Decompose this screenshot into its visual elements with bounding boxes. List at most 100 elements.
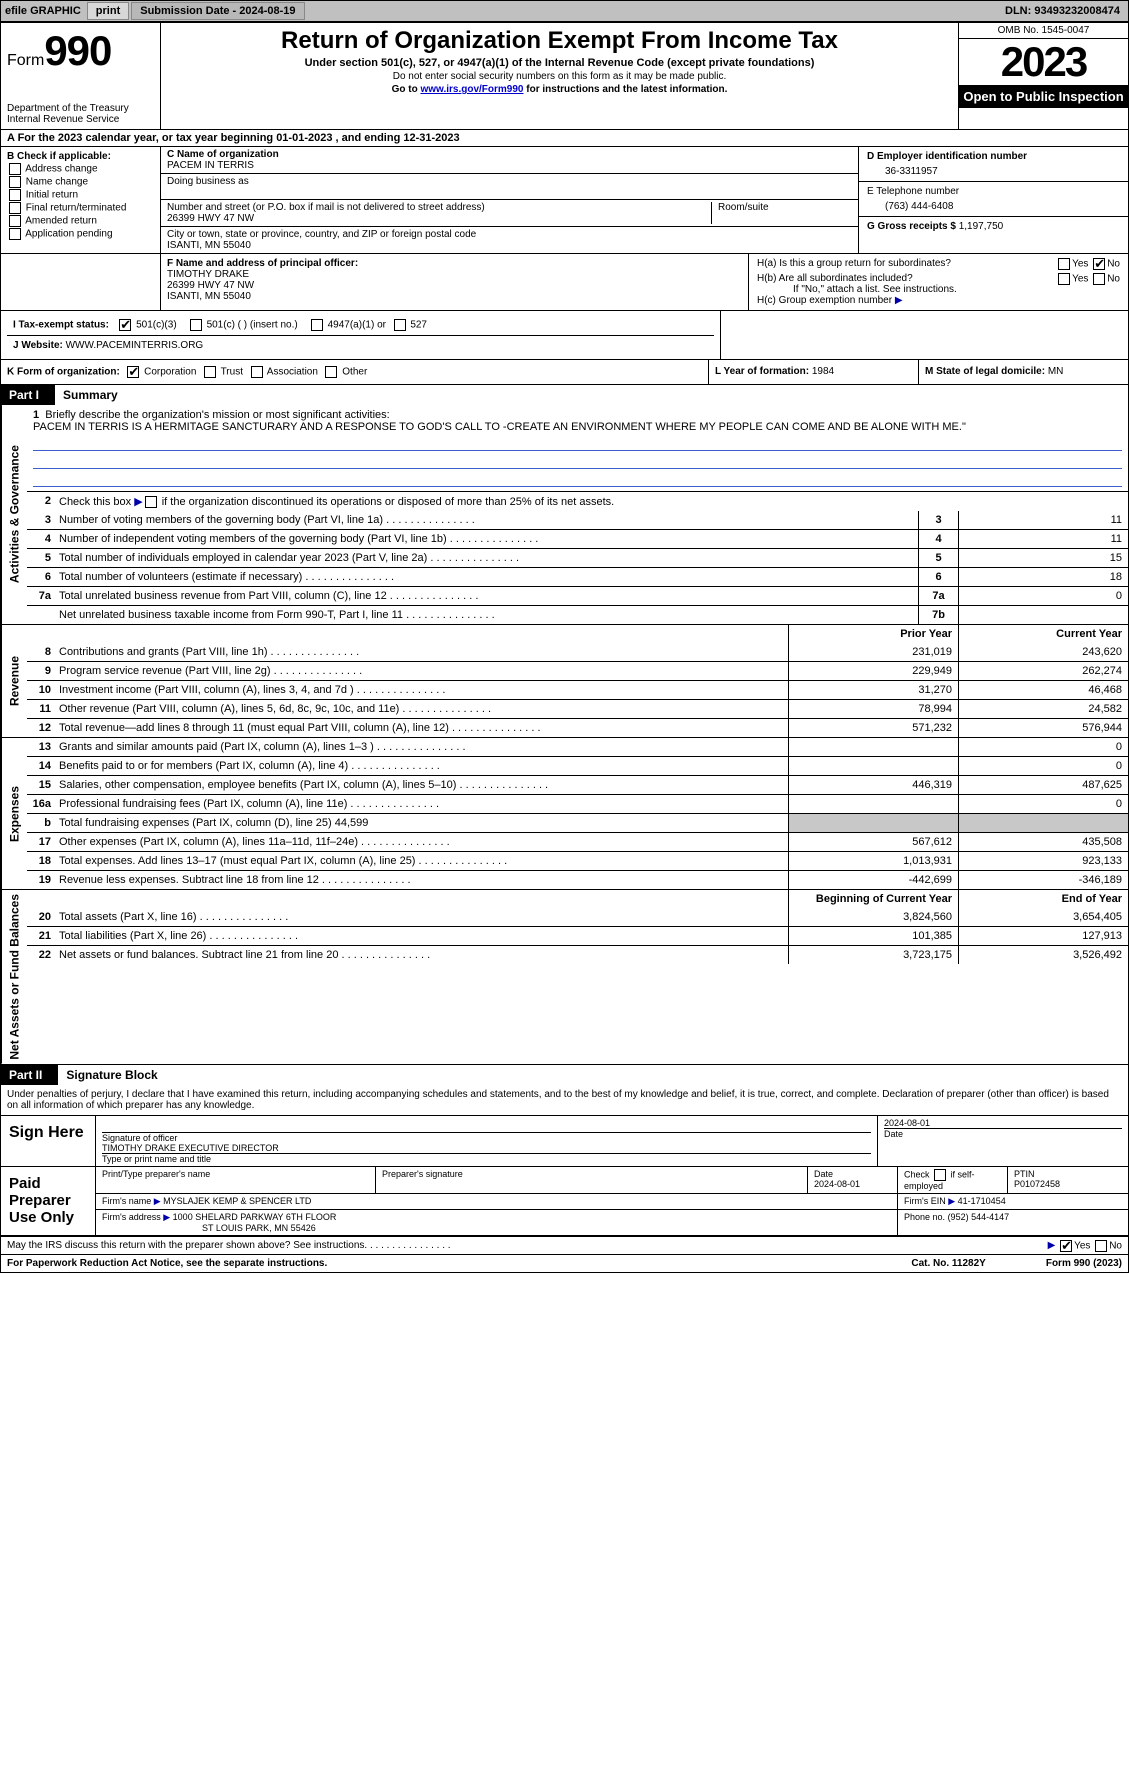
preparer-row: Paid Preparer Use Only Print/Type prepar… [1,1167,1128,1236]
no-label: No [1107,259,1120,270]
line-desc: Contributions and grants (Part VIII, lin… [55,643,788,661]
line-desc: Total assets (Part X, line 16) [55,908,788,926]
firm-ein-label: Firm's EIN [904,1196,948,1206]
h-c: H(c) Group exemption number ▶ [757,295,1120,306]
part-number: Part I [9,388,55,402]
checkbox-icon[interactable] [9,215,21,227]
ein-cell: D Employer identification number 36-3311… [859,147,1128,182]
print-button[interactable]: print [87,2,129,20]
firm-ein: 41-1710454 [958,1196,1006,1206]
checkbox-icon[interactable] [9,163,21,175]
line-num: 21 [27,927,55,945]
note2-pre: Go to [392,84,421,95]
checkbox-icon[interactable] [394,319,406,331]
checkbox-icon[interactable] [190,319,202,331]
check-final-return[interactable]: Final return/terminated [7,202,154,214]
sign-here-label: Sign Here [1,1116,96,1166]
firm-addr2: ST LOUIS PARK, MN 55426 [102,1223,316,1233]
current-value: 3,654,405 [958,908,1128,926]
check-address-change[interactable]: Address change [7,163,154,175]
form-org-label: K Form of organization: [7,367,120,378]
line-num: 8 [27,643,55,661]
line-value: 11 [958,530,1128,548]
checkbox-icon[interactable] [1060,1240,1072,1252]
checkbox-icon[interactable] [325,366,337,378]
top-toolbar: efile GRAPHIC print Submission Date - 20… [0,0,1129,22]
sign-here-row: Sign Here Signature of officer TIMOTHY D… [1,1116,1128,1167]
check-application-pending[interactable]: Application pending [7,228,154,240]
checkbox-icon[interactable] [9,176,21,188]
sig-label: Signature of officer [102,1132,871,1143]
check-name-change[interactable]: Name change [7,176,154,188]
officer-sig: Signature of officer TIMOTHY DRAKE EXECU… [96,1116,878,1166]
checkbox-icon[interactable] [145,496,157,508]
prior-value: 571,232 [788,719,958,737]
city-label: City or town, state or province, country… [167,229,852,240]
line-desc: Total number of volunteers (estimate if … [55,568,918,586]
tax-status-label: I Tax-exempt status: [13,320,109,331]
checkbox-icon[interactable] [1058,258,1070,270]
irs-link[interactable]: www.irs.gov/Form990 [420,84,523,95]
firm-phone-cell: Phone no. (952) 544-4147 [898,1210,1128,1235]
officer-name: TIMOTHY DRAKE [167,269,742,280]
gov-section: Activities & Governance 1 Briefly descri… [1,405,1128,625]
check-amended[interactable]: Amended return [7,215,154,227]
checkbox-icon[interactable] [204,366,216,378]
check-label: Initial return [26,190,78,201]
arrow-icon: ▶ [948,1196,955,1207]
discuss-row: May the IRS discuss this return with the… [1,1236,1128,1254]
firm-phone-label: Phone no. [904,1212,945,1222]
prior-value: -442,699 [788,871,958,889]
checkbox-icon[interactable] [311,319,323,331]
line-box: 7b [918,606,958,624]
underline [33,453,1122,469]
prior-value: 101,385 [788,927,958,945]
check-label: Amended return [25,216,97,227]
line-desc: Total unrelated business revenue from Pa… [55,587,918,605]
line-num: 15 [27,776,55,794]
footer-mid: Cat. No. 11282Y [911,1258,985,1269]
row-a-tax-year: A For the 2023 calendar year, or tax yea… [1,130,1128,147]
prior-value: 231,019 [788,643,958,661]
yes-label: Yes [1074,1240,1090,1251]
line-num: 9 [27,662,55,680]
website-label: J Website: [13,340,66,351]
blank [55,890,788,908]
room-label: Room/suite [712,202,852,224]
checkbox-icon[interactable] [1093,258,1105,270]
checkbox-icon[interactable] [251,366,263,378]
net-section: Net Assets or Fund Balances Beginning of… [1,890,1128,1065]
checkbox-icon[interactable] [119,319,131,331]
section-b-label: B Check if applicable: [7,151,154,162]
checkbox-icon[interactable] [1095,1240,1107,1252]
line-num: 13 [27,738,55,756]
check-initial-return[interactable]: Initial return [7,189,154,201]
name-label: Type or print name and title [102,1153,871,1164]
checkbox-icon[interactable] [9,228,21,240]
firm-name-cell: Firm's name ▶ MYSLAJEK KEMP & SPENCER LT… [96,1194,898,1209]
checkbox-icon[interactable] [934,1169,946,1181]
line-box: 5 [918,549,958,567]
line-desc: Program service revenue (Part VIII, line… [55,662,788,680]
line-num: 3 [27,511,55,529]
section-f: F Name and address of principal officer:… [161,254,748,310]
city-row: City or town, state or province, country… [161,227,858,253]
underline [33,435,1122,451]
mission-label: Briefly describe the organization's miss… [45,409,389,421]
gov-body: 1 Briefly describe the organization's mi… [27,405,1128,624]
line-desc: Other revenue (Part VIII, column (A), li… [55,700,788,718]
arrow-icon: ▶ [154,1196,161,1207]
line-num: 6 [27,568,55,586]
summary-line: 4 Number of independent voting members o… [27,529,1128,548]
gross-cell: G Gross receipts $ 1,197,750 [859,217,1128,247]
checkbox-icon[interactable] [1058,273,1070,285]
checkbox-icon[interactable] [9,202,21,214]
checkbox-icon[interactable] [1093,273,1105,285]
line-num: 7a [27,587,55,605]
line-value: 11 [958,511,1128,529]
checkbox-icon[interactable] [127,366,139,378]
checkbox-icon[interactable] [9,189,21,201]
summary-line: 6 Total number of volunteers (estimate i… [27,567,1128,586]
prior-value [788,814,958,832]
current-value: 923,133 [958,852,1128,870]
